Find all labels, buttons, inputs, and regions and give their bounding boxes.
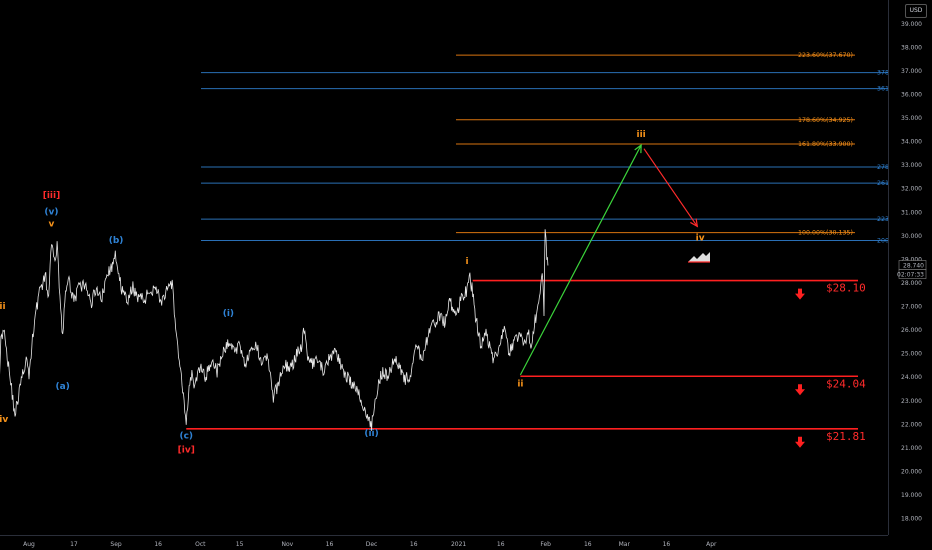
y-tick-label: 39.000 (901, 21, 922, 28)
last-price-value: 28.740 (903, 263, 924, 270)
x-tick-label: Dec (366, 541, 378, 548)
support-label: $28.10 (826, 282, 866, 295)
up-projection-arrow (519, 144, 642, 376)
wave-label: ii (517, 380, 523, 390)
y-tick-label: 33.000 (901, 162, 922, 169)
y-tick-label: 22.000 (901, 421, 922, 428)
arrow-head-icon (634, 143, 642, 154)
x-tick-label: Sep (110, 541, 122, 548)
currency-button[interactable]: USD (905, 4, 927, 18)
countdown-value: 02:07:33 (897, 272, 924, 279)
x-tick-label: 15 (236, 541, 244, 548)
x-tick-label: 16 (410, 541, 418, 548)
wave-label: i (466, 257, 469, 267)
y-tick-label: 24.000 (901, 374, 922, 381)
projection-arrows (519, 143, 699, 376)
y-tick-label: 38.000 (901, 44, 922, 51)
fib-level-label: 223.60%(37.670) (798, 52, 853, 59)
x-tick-label: Feb (540, 541, 551, 548)
x-tick-label: Aug (23, 541, 35, 548)
y-tick-label: 35.000 (901, 115, 922, 122)
horizontal-levels: 378 361 278 261 223 200 223.60%(37.670) 178.60%… (186, 52, 889, 448)
wave-label: (i) (223, 309, 234, 319)
x-tick-label: 17 (70, 541, 78, 548)
wave-label: iii (637, 130, 646, 140)
wave-label: (ii) (364, 429, 378, 439)
y-tick-label: 30.000 (901, 233, 922, 240)
y-tick-label: 25.000 (901, 351, 922, 358)
y-tick-label: 26.000 (901, 327, 922, 334)
x-tick-label: 16 (497, 541, 505, 548)
logo-icon (688, 252, 710, 262)
wave-label: [iv] (178, 446, 195, 456)
y-tick-label: 28.000 (901, 280, 922, 287)
y-tick-label: 21.000 (901, 445, 922, 452)
y-tick-label: 32.000 (901, 186, 922, 193)
down-projection-arrow (643, 148, 698, 227)
x-tick-label: 2021 (451, 541, 466, 548)
wave-label: iv (0, 415, 8, 425)
y-tick-label: 36.000 (901, 91, 922, 98)
blue-level-label: 278 (877, 164, 889, 171)
x-tick-label: Oct (195, 541, 206, 548)
x-tick-label: 16 (154, 541, 162, 548)
y-tick-label: 34.000 (901, 139, 922, 146)
countdown-tag (898, 269, 927, 279)
y-tick-label: 31.000 (901, 209, 922, 216)
wave-label: iv (696, 234, 705, 244)
arrow-head-icon (690, 218, 699, 228)
blue-level-label: 361 (877, 86, 889, 93)
x-tick-label: 16 (663, 541, 671, 548)
y-tick-label: 19.000 (901, 492, 922, 499)
blue-level-label: 378 (877, 70, 889, 77)
x-tick-label: 16 (584, 541, 592, 548)
support-label: $21.81 (826, 430, 866, 443)
y-tick-label: 27.000 (901, 304, 922, 311)
x-tick-label: 16 (326, 541, 334, 548)
fib-level-label: 178.60%(34.925) (798, 117, 853, 124)
down-arrow-icon (795, 384, 805, 396)
wave-label: (v) (44, 208, 58, 218)
wave-label: [iii] (43, 191, 60, 201)
blue-level-label: 261 (877, 180, 889, 187)
y-tick-label: 29.000 (901, 256, 922, 263)
wave-label: (c) (179, 431, 193, 441)
down-arrow-icon (795, 288, 805, 300)
blue-level-label: 200 (877, 238, 889, 245)
down-arrow-icon (795, 436, 805, 448)
wave-label: (b) (109, 236, 124, 246)
y-tick-label: 20.000 (901, 468, 922, 475)
price-line (0, 229, 549, 431)
y-tick-label: 37.000 (901, 68, 922, 75)
blue-level-label: 223 (877, 216, 889, 223)
wave-label: (a) (56, 382, 70, 392)
wave-labels: iiiiv[iii](v)v(a)(b)(i)(c)[iv](ii)iiiiii… (0, 130, 710, 456)
x-tick-label: Apr (706, 541, 717, 548)
price-series (0, 229, 549, 431)
fib-level-label: 161.80%(33.900) (798, 141, 853, 148)
fib-level-label: 100.00%(30.135) (798, 230, 853, 237)
x-tick-label: Mar (619, 541, 631, 548)
wave-label: v (49, 219, 55, 229)
x-tick-label: Nov (281, 541, 293, 548)
support-label: $24.04 (826, 377, 866, 390)
wave-label: iii (0, 302, 6, 312)
y-tick-label: 18.000 (901, 516, 922, 523)
y-tick-label: 23.000 (901, 398, 922, 405)
